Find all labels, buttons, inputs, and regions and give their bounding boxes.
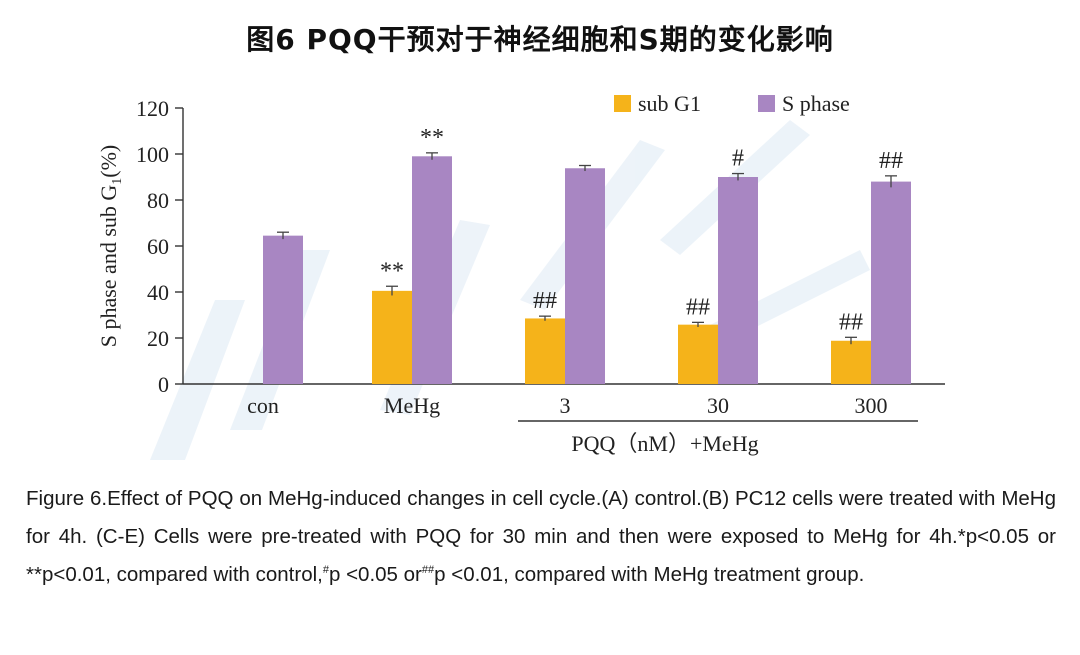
bar-sphase-4 <box>871 181 911 384</box>
significance-mark: ** <box>380 258 404 284</box>
caption-sup-2: ## <box>421 564 435 576</box>
significance-mark: ## <box>879 148 903 174</box>
y-tick-label: 120 <box>136 96 169 121</box>
y-tick-label: 0 <box>158 372 169 397</box>
y-tick-label: 100 <box>136 142 169 167</box>
bar-sphase-2 <box>565 168 605 384</box>
significance-mark: ## <box>839 309 863 335</box>
caption-text-2: p <0.05 or <box>328 563 422 586</box>
bar-subg1-1 <box>372 290 412 384</box>
y-tick-label: 60 <box>147 234 169 259</box>
y-axis-label-unit: (%) <box>96 145 121 178</box>
legend-label-0: sub G1 <box>638 91 701 116</box>
x-tick-label: con <box>247 393 279 418</box>
x-tick-label: 3 <box>560 393 571 418</box>
caption-text-3: p <0.01, compared with MeHg treatment gr… <box>434 563 865 586</box>
figure-caption: Figure 6.Effect of PQQ on MeHg-induced c… <box>26 480 1056 594</box>
x-tick-label: 30 <box>707 393 729 418</box>
x-tick-label: MeHg <box>384 393 440 418</box>
significance-mark: ** <box>420 125 444 151</box>
bar-sphase-0 <box>263 235 303 384</box>
bar-subg1-4 <box>831 340 871 384</box>
figure-title: 图6 PQQ干预对于神经细胞和S期的变化影响 <box>246 23 834 56</box>
x-tick-label: 300 <box>855 393 888 418</box>
significance-mark: ## <box>533 288 557 314</box>
y-axis-label: S phase and sub G1(%) <box>96 145 125 348</box>
legend-swatch-1 <box>758 95 775 112</box>
bar-subg1-3 <box>678 324 718 384</box>
y-axis-label-text: S phase and sub G <box>96 185 121 348</box>
y-tick-label: 20 <box>147 326 169 351</box>
y-axis-label-subscript: 1 <box>110 178 125 185</box>
legend-swatch-0 <box>614 95 631 112</box>
bar-chart: 0 20 40 60 80 100 120 S phase and sub G1(%) ** #… <box>96 91 945 460</box>
significance-mark: # <box>732 146 744 172</box>
group-label: PQQ（nM）+MeHg <box>571 431 758 456</box>
bar-sphase-3 <box>718 177 758 384</box>
caption-sup-1: # <box>322 564 329 576</box>
y-tick-label: 40 <box>147 280 169 305</box>
significance-mark: ## <box>686 294 710 320</box>
y-tick-label: 80 <box>147 188 169 213</box>
caption-text-1: Figure 6.Effect of PQQ on MeHg-induced c… <box>26 487 1056 586</box>
legend-label-1: S phase <box>782 91 850 116</box>
bar-subg1-2 <box>525 318 565 384</box>
bar-sphase-1 <box>412 156 452 384</box>
